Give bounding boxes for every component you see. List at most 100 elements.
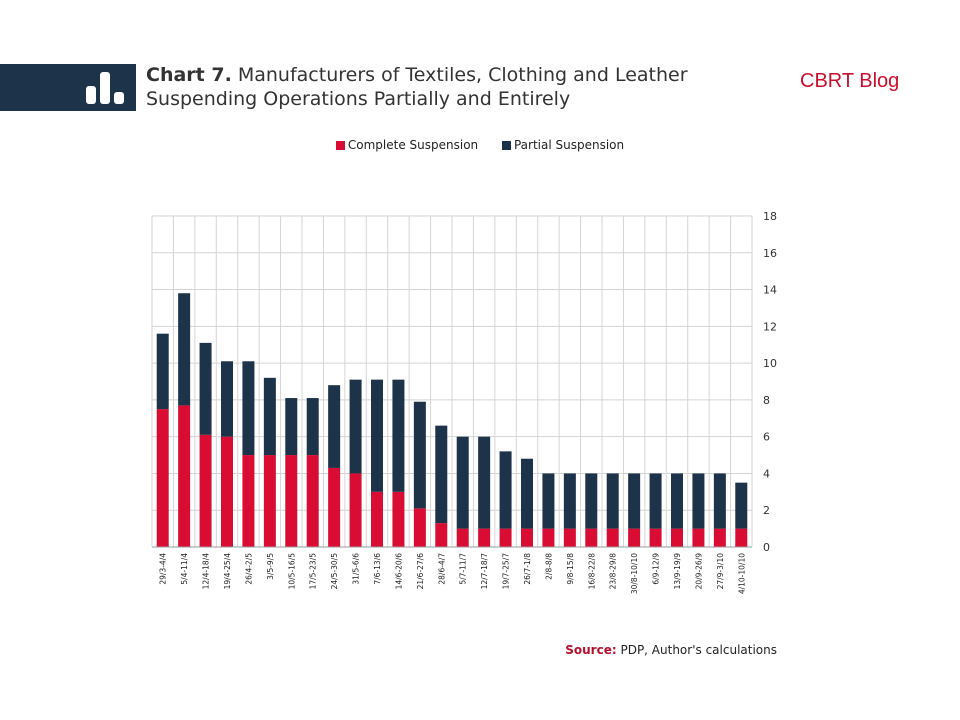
- bar-partial: [521, 458, 533, 529]
- x-tick-label: 9/8-15/8: [566, 553, 575, 585]
- x-tick-label: 24/5-30/5: [330, 553, 339, 590]
- x-tick-label: 13/9-19/9: [673, 553, 682, 590]
- bar-complete: [735, 528, 748, 547]
- bar-partial: [349, 379, 362, 474]
- bar-partial: [606, 473, 619, 529]
- y-tick-label: 0: [763, 541, 770, 554]
- bar-partial: [328, 385, 341, 468]
- x-tick-label: 27/9-3/10: [716, 553, 725, 590]
- x-tick-label: 19/7-25/7: [502, 553, 511, 590]
- x-tick-label: 26/7-1/8: [523, 553, 532, 585]
- bar-complete: [392, 491, 405, 547]
- bar-partial: [199, 342, 212, 435]
- legend-label-partial: Partial Suspension: [513, 138, 625, 152]
- x-tick-label: 31/5-6/6: [352, 553, 361, 585]
- y-tick-label: 2: [763, 504, 770, 517]
- x-tick-label: 12/7-18/7: [480, 553, 489, 590]
- bar-complete: [478, 528, 491, 547]
- bar-complete: [542, 528, 555, 547]
- bar-partial: [263, 377, 276, 456]
- y-tick-label: 6: [763, 431, 770, 444]
- chart-title: Chart 7. Manufacturers of Textiles, Clot…: [146, 63, 766, 111]
- y-tick-label: 4: [763, 467, 770, 480]
- bar-complete: [585, 528, 598, 547]
- bar-partial: [221, 361, 233, 437]
- bar-complete: [178, 405, 191, 547]
- x-tick-label: 7/6-13/6: [373, 553, 382, 585]
- bar-complete: [306, 455, 319, 547]
- x-tick-label: 26/4-2/5: [244, 553, 253, 585]
- legend-item-complete: Complete Suspension: [335, 138, 479, 152]
- bar-partial: [692, 473, 705, 529]
- x-tick-label: 6/9-12/9: [652, 553, 661, 585]
- bar-complete: [692, 528, 705, 547]
- bar-partial: [713, 473, 726, 529]
- bar-complete: [435, 523, 448, 547]
- bar-partial: [585, 473, 598, 529]
- bar-partial: [478, 436, 491, 529]
- legend-swatch-complete: [335, 141, 345, 150]
- chart-title-text: Manufacturers of Textiles, Clothing and …: [146, 64, 688, 110]
- bar-partial: [413, 401, 426, 509]
- bar-complete: [156, 409, 169, 547]
- y-tick-label: 14: [763, 284, 777, 297]
- bar-partial: [371, 379, 383, 492]
- legend-label-complete: Complete Suspension: [347, 138, 479, 152]
- x-tick-label: 17/5-23/5: [309, 553, 318, 590]
- y-tick-label: 16: [763, 247, 777, 260]
- bar-partial: [285, 398, 298, 456]
- x-tick-label: 10/5-16/5: [287, 553, 296, 590]
- bar-complete: [413, 508, 426, 547]
- x-tick-label: 20/9-26/9: [694, 553, 703, 590]
- bar-complete: [371, 491, 383, 547]
- bar-partial: [156, 333, 169, 410]
- x-tick-label: 16/8-22/8: [587, 553, 596, 590]
- x-tick-label: 28/6-4/7: [437, 553, 446, 585]
- x-tick-label: 14/6-20/6: [394, 553, 403, 590]
- bar-complete: [328, 467, 341, 547]
- bar-partial: [563, 473, 576, 529]
- y-tick-label: 10: [763, 357, 777, 370]
- bar-complete: [221, 436, 233, 547]
- y-tick-label: 8: [763, 394, 770, 407]
- bar-partial: [306, 398, 319, 456]
- bar-chart-logo-icon: [86, 72, 124, 104]
- bar-complete: [628, 528, 641, 547]
- bar-complete: [606, 528, 619, 547]
- bar-partial: [392, 379, 405, 492]
- bar-complete: [242, 455, 255, 547]
- bar-complete: [456, 528, 469, 547]
- bar-partial: [735, 482, 748, 529]
- legend-swatch-partial: [501, 141, 511, 150]
- x-tick-label: 30/8-10/10: [630, 553, 639, 594]
- source-text: PDP, Author's calculations: [620, 643, 777, 657]
- source-label: Source:: [565, 643, 617, 657]
- x-tick-label: 21/6-27/6: [416, 553, 425, 590]
- bar-complete: [199, 434, 212, 547]
- title-band: [0, 64, 136, 111]
- bar-partial: [649, 473, 662, 529]
- bar-complete: [713, 528, 726, 547]
- bar-partial: [671, 473, 683, 529]
- x-tick-label: 29/3-4/4: [159, 553, 168, 585]
- x-tick-label: 4/10-10/10: [737, 553, 746, 594]
- x-tick-label: 2/8-8/8: [544, 553, 553, 580]
- bar-partial: [499, 451, 512, 529]
- bar-partial: [542, 473, 555, 529]
- bar-complete: [285, 455, 298, 547]
- bar-partial: [628, 473, 641, 529]
- bar-complete: [563, 528, 576, 547]
- bar-complete: [521, 528, 533, 547]
- x-tick-label: 19/4-25/4: [223, 553, 232, 590]
- y-tick-label: 18: [763, 210, 777, 223]
- bar-complete: [349, 473, 362, 547]
- chart-legend: Complete Suspension Partial Suspension: [0, 138, 960, 152]
- bar-complete: [649, 528, 662, 547]
- bar-complete: [263, 455, 276, 547]
- x-tick-label: 5/7-11/7: [459, 553, 468, 585]
- legend-item-partial: Partial Suspension: [501, 138, 625, 152]
- source-note: Source: PDP, Author's calculations: [565, 643, 777, 657]
- bar-partial: [435, 425, 448, 524]
- bar-partial: [242, 361, 255, 456]
